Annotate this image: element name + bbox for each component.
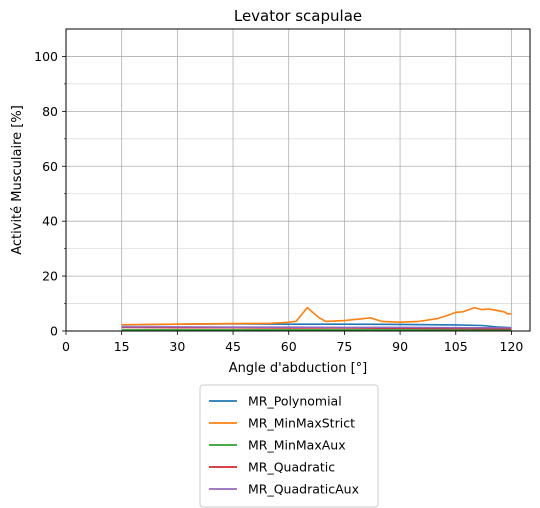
legend-label: MR_MinMaxStrict xyxy=(248,416,355,431)
series-lines xyxy=(121,306,512,331)
series-line-mr-minmaxstrict xyxy=(121,306,512,326)
legend-label: MR_MinMaxAux xyxy=(248,438,346,453)
y-tick-label: 80 xyxy=(42,104,58,119)
x-tick-label: 120 xyxy=(500,339,524,354)
x-tick-label: 60 xyxy=(281,339,297,354)
y-axis-title: Activité Musculaire [%] xyxy=(10,105,25,255)
x-axis-title: Angle d'abduction [°] xyxy=(229,361,368,376)
y-tick-label: 40 xyxy=(42,214,58,229)
y-tick-label: 0 xyxy=(50,324,58,339)
y-tick-label: 60 xyxy=(42,159,58,174)
x-tick-label: 45 xyxy=(225,339,241,354)
legend-box xyxy=(199,384,379,508)
x-tick-label: 105 xyxy=(444,339,468,354)
legend: MR_Polynomial MR_MinMaxStrict MR_MinMaxAux… xyxy=(199,384,379,508)
series-line-mr-quadraticaux xyxy=(121,326,512,329)
y-tick-label: 100 xyxy=(34,49,58,64)
x-tick-label: 90 xyxy=(392,339,408,354)
x-tick-label: 30 xyxy=(169,339,185,354)
x-tick-label: 75 xyxy=(336,339,352,354)
legend-label: MR_Quadratic xyxy=(248,460,335,475)
x-tick-label: 15 xyxy=(114,339,130,354)
legend-label: MR_Polynomial xyxy=(248,394,342,409)
x-tick-label: 0 xyxy=(62,339,70,354)
legend-label: MR_QuadraticAux xyxy=(248,482,359,497)
axis-ticks: 0 15 30 45 60 75 90 105 120 0 20 40 60 80 100 xyxy=(34,49,523,354)
y-tick-label: 20 xyxy=(42,269,58,284)
plot-frame xyxy=(65,28,531,332)
chart-title: Levator scapulae xyxy=(234,7,362,25)
grid xyxy=(65,29,530,332)
